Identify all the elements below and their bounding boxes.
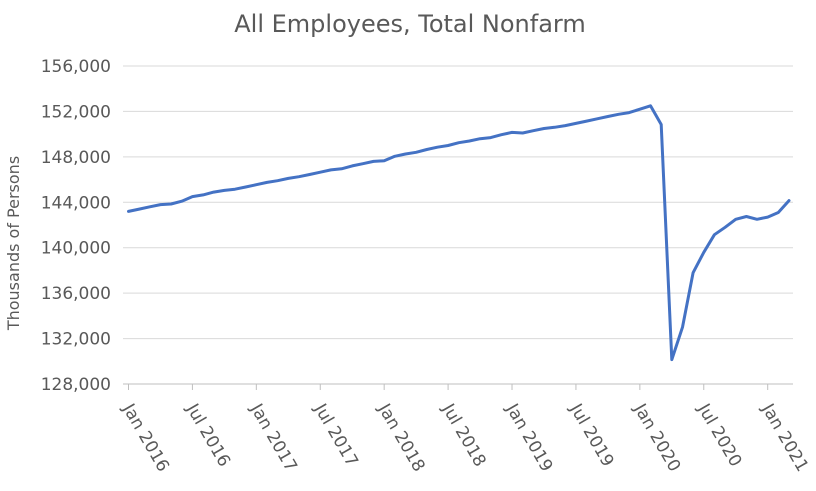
y-tick-label: 140,000 xyxy=(41,239,111,259)
y-tick-labels: 156,000 152,000 148,000 144,000 140,000 136,0… xyxy=(41,57,111,395)
series-line xyxy=(127,104,791,362)
x-tick-label: Jul 2018 xyxy=(437,400,489,471)
y-tick-label: 128,000 xyxy=(41,375,111,395)
y-tick-label: 152,000 xyxy=(41,102,111,122)
x-tick-labels: Jan 2016 Jul 2016 Jan 2017 Jul 2017 Jan 2018… xyxy=(118,384,812,475)
y-tick-label: 148,000 xyxy=(41,148,111,168)
x-tick-label: Jan 2018 xyxy=(373,400,428,476)
x-tick-label: Jan 2021 xyxy=(757,400,812,476)
y-tick-label: 132,000 xyxy=(41,330,111,350)
gridlines xyxy=(123,65,793,385)
chart-title: All Employees, Total Nonfarm xyxy=(234,10,586,38)
x-tick-label: Jan 2017 xyxy=(246,400,301,476)
y-tick-label: 156,000 xyxy=(41,57,111,77)
x-tick-label: Jan 2019 xyxy=(501,400,556,476)
x-tick-label: Jul 2020 xyxy=(693,400,745,471)
x-tick-label: Jul 2017 xyxy=(309,400,361,471)
x-tick-label: Jul 2019 xyxy=(565,400,617,471)
y-tick-label: 144,000 xyxy=(41,193,111,213)
x-tick-label: Jul 2016 xyxy=(182,400,234,471)
x-tick-label: Jan 2016 xyxy=(118,400,173,476)
x-tick-label: Jan 2020 xyxy=(629,400,684,476)
y-tick-label: 136,000 xyxy=(41,284,111,304)
y-axis-label: Thousands of Persons xyxy=(4,156,23,331)
